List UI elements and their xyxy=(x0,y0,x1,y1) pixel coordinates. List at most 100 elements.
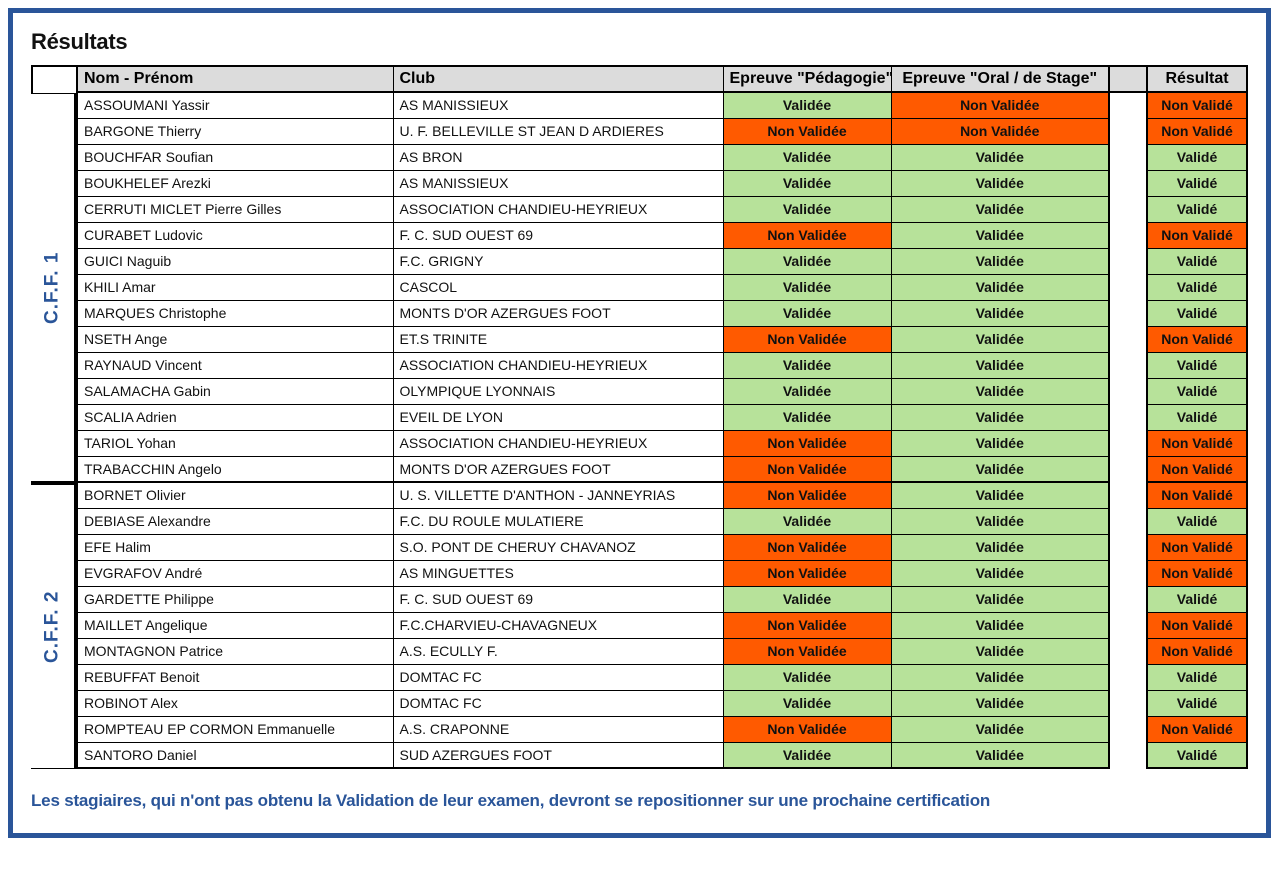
table-row: ROBINOT AlexDOMTAC FCValidéeValidéeValid… xyxy=(77,690,1247,716)
cell-name: NSETH Ange xyxy=(77,326,393,352)
cell-club: MONTS D'OR AZERGUES FOOT xyxy=(393,300,723,326)
cell-result-status: Non Validé xyxy=(1147,716,1247,742)
col-header-club: Club xyxy=(393,66,723,92)
cell-result-status: Validé xyxy=(1147,508,1247,534)
cell-club: A.S. CRAPONNE xyxy=(393,716,723,742)
cell-name: ROBINOT Alex xyxy=(77,690,393,716)
cell-pedagogy-status: Validée xyxy=(723,664,891,690)
cell-pedagogy-status: Non Validée xyxy=(723,430,891,456)
cell-club: OLYMPIQUE LYONNAIS xyxy=(393,378,723,404)
cell-pedagogy-status: Validée xyxy=(723,404,891,430)
cell-oral-status: Validée xyxy=(891,560,1109,586)
table-row: MONTAGNON PatriceA.S. ECULLY F.Non Valid… xyxy=(77,638,1247,664)
table-row: NSETH AngeET.S TRINITENon ValidéeValidée… xyxy=(77,326,1247,352)
cell-name: MONTAGNON Patrice xyxy=(77,638,393,664)
cell-result-status: Non Validé xyxy=(1147,638,1247,664)
table-row: EVGRAFOV AndréAS MINGUETTESNon ValidéeVa… xyxy=(77,560,1247,586)
cell-gap xyxy=(1109,92,1147,118)
cell-result-status: Non Validé xyxy=(1147,534,1247,560)
cell-name: GUICI Naguib xyxy=(77,248,393,274)
cell-gap xyxy=(1109,638,1147,664)
cell-pedagogy-status: Non Validée xyxy=(723,482,891,508)
cell-result-status: Non Validé xyxy=(1147,612,1247,638)
cell-gap xyxy=(1109,560,1147,586)
table-row: GARDETTE PhilippeF. C. SUD OUEST 69Valid… xyxy=(77,586,1247,612)
cell-oral-status: Validée xyxy=(891,716,1109,742)
table-header: Nom - Prénom Club Epreuve "Pédagogie" Ep… xyxy=(77,66,1247,92)
cell-result-status: Validé xyxy=(1147,664,1247,690)
results-frame: Résultats C.F.F. 1 C.F.F. 2 Nom - Prénom… xyxy=(8,8,1271,838)
cell-oral-status: Validée xyxy=(891,534,1109,560)
cell-club: DOMTAC FC xyxy=(393,664,723,690)
cell-oral-status: Non Validée xyxy=(891,92,1109,118)
page-title: Résultats xyxy=(31,29,1248,55)
cell-name: SALAMACHA Gabin xyxy=(77,378,393,404)
cell-result-status: Validé xyxy=(1147,742,1247,768)
cell-pedagogy-status: Validée xyxy=(723,742,891,768)
cell-result-status: Validé xyxy=(1147,274,1247,300)
cell-pedagogy-status: Non Validée xyxy=(723,560,891,586)
table-row: BOUKHELEF ArezkiAS MANISSIEUXValidéeVali… xyxy=(77,170,1247,196)
cell-club: S.O. PONT DE CHERUY CHAVANOZ xyxy=(393,534,723,560)
cell-result-status: Non Validé xyxy=(1147,430,1247,456)
cell-club: CASCOL xyxy=(393,274,723,300)
col-header-oral: Epreuve "Oral / de Stage" xyxy=(891,66,1109,92)
cell-pedagogy-status: Validée xyxy=(723,170,891,196)
cell-name: CERRUTI MICLET Pierre Gilles xyxy=(77,196,393,222)
cell-gap xyxy=(1109,534,1147,560)
col-header-result: Résultat xyxy=(1147,66,1247,92)
cell-pedagogy-status: Validée xyxy=(723,300,891,326)
cell-result-status: Validé xyxy=(1147,378,1247,404)
cell-club: AS BRON xyxy=(393,144,723,170)
cell-club: ASSOCIATION CHANDIEU-HEYRIEUX xyxy=(393,352,723,378)
cell-oral-status: Validée xyxy=(891,144,1109,170)
cell-gap xyxy=(1109,404,1147,430)
cell-oral-status: Validée xyxy=(891,326,1109,352)
cell-club: F.C. GRIGNY xyxy=(393,248,723,274)
cell-pedagogy-status: Validée xyxy=(723,274,891,300)
table-row: CERRUTI MICLET Pierre GillesASSOCIATION … xyxy=(77,196,1247,222)
cell-gap xyxy=(1109,482,1147,508)
cell-pedagogy-status: Non Validée xyxy=(723,222,891,248)
col-header-name: Nom - Prénom xyxy=(77,66,393,92)
cell-result-status: Validé xyxy=(1147,196,1247,222)
cell-name: ASSOUMANI Yassir xyxy=(77,92,393,118)
cell-name: TARIOL Yohan xyxy=(77,430,393,456)
cell-result-status: Non Validé xyxy=(1147,482,1247,508)
table-row: MAILLET AngeliqueF.C.CHARVIEU-CHAVAGNEUX… xyxy=(77,612,1247,638)
cell-oral-status: Validée xyxy=(891,404,1109,430)
cell-name: ROMPTEAU EP CORMON Emmanuelle xyxy=(77,716,393,742)
cell-pedagogy-status: Validée xyxy=(723,352,891,378)
cell-result-status: Validé xyxy=(1147,404,1247,430)
cell-gap xyxy=(1109,690,1147,716)
cell-gap xyxy=(1109,222,1147,248)
table-row: TRABACCHIN AngeloMONTS D'OR AZERGUES FOO… xyxy=(77,456,1247,482)
cell-pedagogy-status: Validée xyxy=(723,586,891,612)
table-row: GUICI NaguibF.C. GRIGNYValidéeValidéeVal… xyxy=(77,248,1247,274)
cell-gap xyxy=(1109,196,1147,222)
cell-club: DOMTAC FC xyxy=(393,690,723,716)
table-row: TARIOL YohanASSOCIATION CHANDIEU-HEYRIEU… xyxy=(77,430,1247,456)
cell-oral-status: Validée xyxy=(891,274,1109,300)
cell-oral-status: Validée xyxy=(891,170,1109,196)
cell-result-status: Validé xyxy=(1147,352,1247,378)
cell-name: REBUFFAT Benoit xyxy=(77,664,393,690)
cell-pedagogy-status: Validée xyxy=(723,144,891,170)
cell-oral-status: Validée xyxy=(891,586,1109,612)
cell-gap xyxy=(1109,378,1147,404)
table-row: ASSOUMANI YassirAS MANISSIEUXValidéeNon … xyxy=(77,92,1247,118)
table-row: SCALIA AdrienEVEIL DE LYONValidéeValidée… xyxy=(77,404,1247,430)
cell-name: DEBIASE Alexandre xyxy=(77,508,393,534)
cell-oral-status: Validée xyxy=(891,222,1109,248)
cell-name: BOUCHFAR Soufian xyxy=(77,144,393,170)
cell-result-status: Validé xyxy=(1147,300,1247,326)
cell-club: F. C. SUD OUEST 69 xyxy=(393,586,723,612)
table-row: REBUFFAT BenoitDOMTAC FCValidéeValidéeVa… xyxy=(77,664,1247,690)
cell-oral-status: Validée xyxy=(891,248,1109,274)
cell-oral-status: Validée xyxy=(891,378,1109,404)
cell-result-status: Non Validé xyxy=(1147,118,1247,144)
cell-gap xyxy=(1109,300,1147,326)
cell-club: U. S. VILLETTE D'ANTHON - JANNEYRIAS xyxy=(393,482,723,508)
footnote-text: Les stagiaires, qui n'ont pas obtenu la … xyxy=(31,791,1248,811)
cell-name: BOUKHELEF Arezki xyxy=(77,170,393,196)
